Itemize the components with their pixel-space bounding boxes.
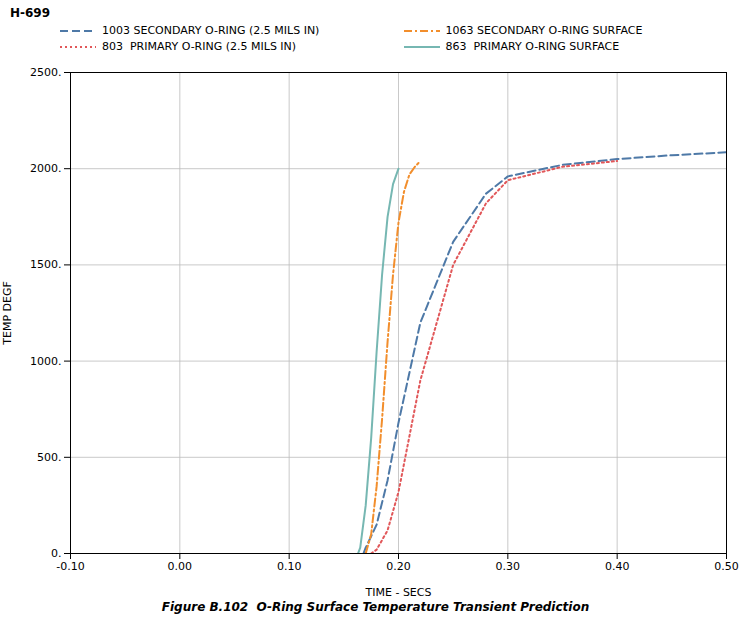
svg-text:TIME - SECS: TIME - SECS — [365, 586, 432, 599]
html-text:863 PRIMARY O-RING SURFACE: 863 PRIMARY O-RING SURFACE — [445, 40, 620, 53]
svg-text:2500.: 2500. — [30, 66, 62, 79]
svg-text:0.40: 0.40 — [605, 560, 630, 573]
html-text:Figure B.102 O-Ring Surface Te: Figure B.102 O-Ring Surface Temperature … — [161, 600, 590, 614]
svg-text:0.10: 0.10 — [277, 560, 302, 573]
svg-text:0.00: 0.00 — [168, 560, 193, 573]
html-text:1063 SECONDARY O-RING SURFACE: 1063 SECONDARY O-RING SURFACE — [445, 24, 643, 37]
html-text:803 PRIMARY O-RING (2.5 MILS I: 803 PRIMARY O-RING (2.5 MILS IN) — [102, 40, 297, 53]
svg-text:0.30: 0.30 — [496, 560, 521, 573]
svg-text:0.20: 0.20 — [386, 560, 411, 573]
svg-text:1500.: 1500. — [30, 258, 62, 271]
svg-text:500.: 500. — [37, 451, 62, 464]
svg-text:2000.: 2000. — [30, 162, 62, 175]
html-text:1003 SECONDARY O-RING (2.5 MIL: 1003 SECONDARY O-RING (2.5 MILS IN) — [102, 24, 320, 37]
svg-text:1000.: 1000. — [30, 355, 62, 368]
svg-text:TEMP DEGF: TEMP DEGF — [1, 281, 14, 346]
html-text:H-699: H-699 — [10, 6, 51, 20]
svg-text:-0.10: -0.10 — [56, 560, 84, 573]
svg-text:0.: 0. — [51, 547, 62, 560]
svg-text:0.50: 0.50 — [714, 560, 739, 573]
